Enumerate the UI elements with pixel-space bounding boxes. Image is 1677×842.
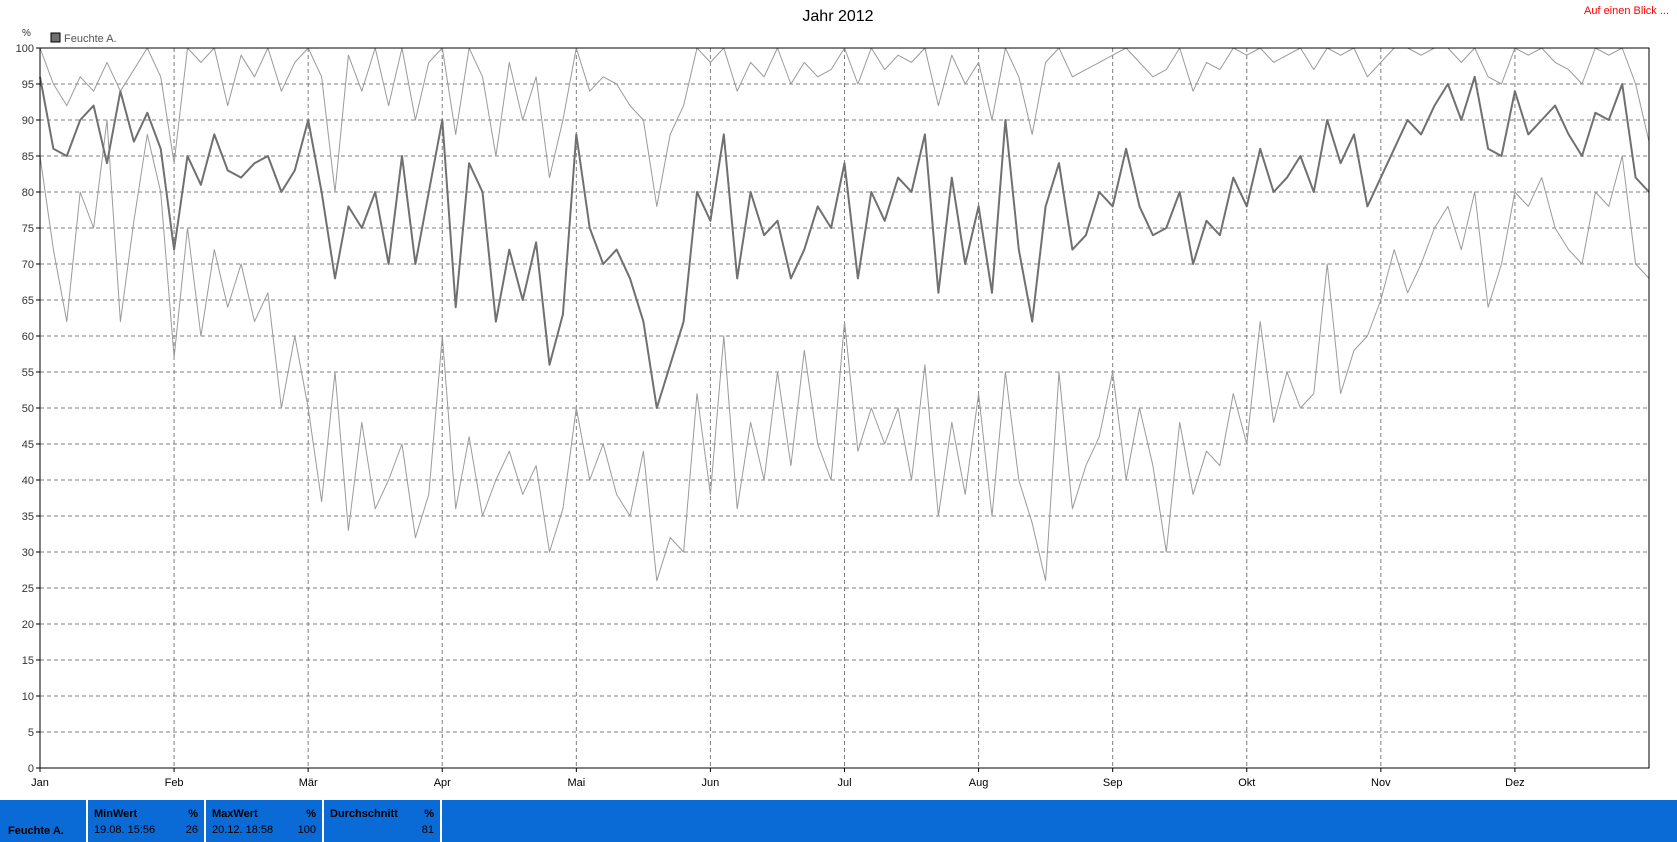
stats-min-unit: % [188, 808, 198, 820]
stats-avg-header: Durchschnitt [330, 808, 398, 820]
y-tick-label: 10 [22, 691, 34, 703]
y-tick-label: 100 [16, 43, 34, 55]
x-tick-label: Aug [969, 777, 989, 789]
chart: 0 5 10 15 20 25 30 35 40 45 50 55 60 65 70 75 80 85 90 95 10… [16, 8, 1650, 789]
stats-max-cell: MaxWert % 20.12. 18:58 100 [206, 800, 324, 842]
overview-link[interactable]: Auf einen Blick ... [1584, 5, 1669, 17]
stats-avg-value: 81 [421, 824, 434, 836]
y-tick-label: 55 [22, 367, 34, 379]
x-tick-label: Mär [299, 777, 318, 789]
stats-max-unit: % [306, 808, 316, 820]
stats-max-date: 20.12. 18:58 [212, 824, 274, 836]
stats-row-label: Feuchte A. [8, 825, 64, 837]
y-tick-label: 25 [22, 583, 34, 595]
x-tick-label: Dez [1505, 777, 1525, 789]
x-tick-label: Jan [31, 777, 49, 789]
stats-avg-unit: % [424, 808, 434, 820]
legend-label: Feuchte A. [64, 33, 117, 45]
stats-row-label-cell: Feuchte A. [0, 800, 88, 842]
stats-max-header: MaxWert [212, 808, 258, 820]
stats-min-cell: MinWert % 19.08. 15:56 26 [88, 800, 206, 842]
stats-min-date: 19.08. 15:56 [94, 824, 156, 836]
x-tick-label: Mai [567, 777, 585, 789]
y-tick-label: 45 [22, 439, 34, 451]
y-tick-label: 85 [22, 151, 34, 163]
y-tick-label: 75 [22, 223, 34, 235]
stats-min-header: MinWert [94, 808, 138, 820]
x-tick-label: Apr [434, 777, 451, 789]
y-tick-label: 15 [22, 655, 34, 667]
y-tick-label: 70 [22, 259, 34, 271]
x-tick-label: Sep [1103, 777, 1123, 789]
y-tick-label: 50 [22, 403, 34, 415]
y-tick-label: 20 [22, 619, 34, 631]
y-tick-label: 80 [22, 187, 34, 199]
series-line-avg [39, 75, 1650, 409]
x-tick-label: Jul [837, 777, 851, 789]
chart-title: Jahr 2012 [802, 8, 873, 25]
stats-min-value: 26 [185, 824, 198, 836]
x-tick-label: Jun [702, 777, 720, 789]
y-tick-label: 30 [22, 547, 34, 559]
x-axis-ticks: Jan Feb Mär Apr Mai Jun Jul Aug Sep Okt Nov Dez [31, 768, 1525, 789]
x-tick-label: Okt [1238, 777, 1255, 789]
y-tick-label: 95 [22, 79, 34, 91]
legend-swatch [50, 32, 61, 43]
x-tick-label: Feb [165, 777, 184, 789]
x-tick-label: Nov [1371, 777, 1391, 789]
stats-bar: Feuchte A. MinWert % 19.08. 15:56 26 Max… [0, 800, 1677, 842]
y-tick-label: 90 [22, 115, 34, 127]
y-tick-label: 0 [28, 763, 34, 775]
y-tick-label: 65 [22, 295, 34, 307]
y-tick-label: 40 [22, 475, 34, 487]
y-axis-unit: % [22, 28, 31, 39]
y-tick-label: 60 [22, 331, 34, 343]
stats-max-value: 100 [297, 824, 316, 836]
series-line-min [39, 119, 1650, 582]
y-tick-label: 5 [28, 727, 34, 739]
stats-avg-cell: Durchschnitt % 81 [324, 800, 442, 842]
y-tick-label: 35 [22, 511, 34, 523]
y-axis-ticks: 0 5 10 15 20 25 30 35 40 45 50 55 60 65 70 75 80 85 90 95 10… [16, 43, 40, 775]
